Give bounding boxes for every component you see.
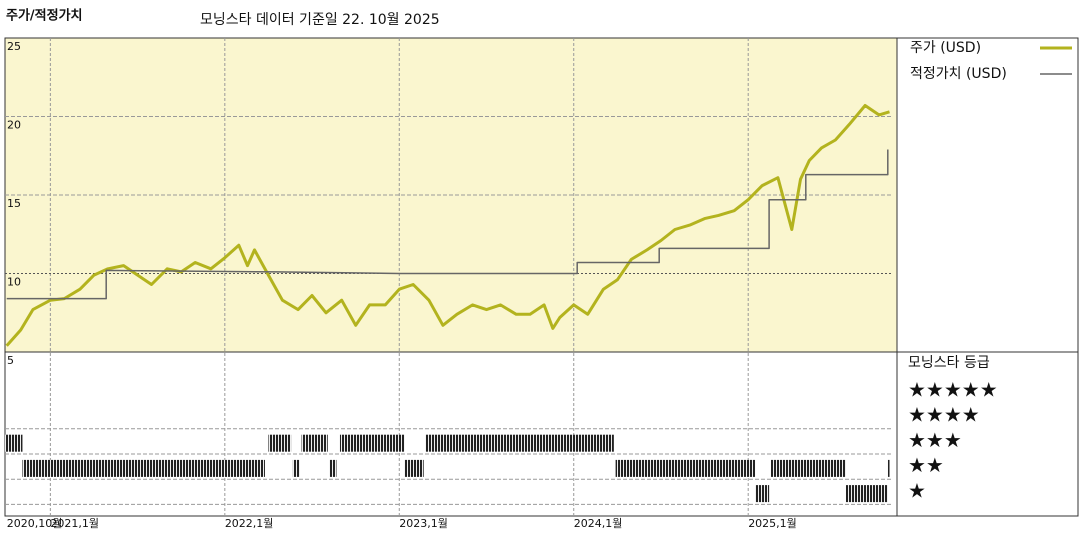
- x-tick-label: 2022,1월: [225, 517, 274, 530]
- rating-bar: [615, 459, 756, 477]
- rating-label: ★★★★★: [908, 378, 998, 402]
- rating-label: ★★★: [908, 428, 962, 452]
- rating-bar: [5, 434, 23, 452]
- series-line: [6, 149, 889, 300]
- rating-bar: [268, 434, 292, 452]
- rating-label: ★: [908, 478, 926, 502]
- chart-title: 주가/적정가치: [6, 8, 83, 24]
- x-tick-label: 2023,1월: [399, 517, 448, 530]
- rating-bar: [770, 459, 846, 477]
- rating-bar: [301, 434, 328, 452]
- y-tick-label: 5: [7, 354, 14, 367]
- rating-bar: [425, 434, 614, 452]
- rating-label: ★★★★: [908, 403, 980, 427]
- rating-bar: [329, 459, 337, 477]
- rating-bar: [404, 459, 424, 477]
- series-line: [5, 104, 890, 347]
- x-tick-label: 2025,1월: [748, 517, 797, 530]
- rating-title: 모닝스타 등급: [908, 355, 990, 371]
- y-tick-label: 15: [7, 197, 21, 210]
- rating-bar: [845, 485, 888, 503]
- rating-bar: [755, 485, 770, 503]
- rating-bar: [292, 459, 300, 477]
- rating-bar: [887, 459, 890, 477]
- rating-label: ★★: [908, 453, 944, 477]
- y-tick-label: 25: [7, 40, 21, 53]
- legend-label: 주가 (USD): [910, 40, 981, 56]
- x-tick-label: 2024,1월: [574, 517, 623, 530]
- rating-bar: [22, 459, 265, 477]
- legend-label: 적정가치 (USD): [910, 66, 1007, 82]
- chart-subtitle: 모닝스타 데이터 기준일 22. 10월 2025: [200, 12, 440, 28]
- y-tick-label: 20: [7, 119, 21, 132]
- frame: [4, 37, 1079, 517]
- rating-bar: [339, 434, 405, 452]
- x-tick-label: 2021,1월: [50, 517, 99, 530]
- y-tick-label: 10: [7, 276, 21, 289]
- x-tick-label: 2020,10월: [7, 517, 63, 530]
